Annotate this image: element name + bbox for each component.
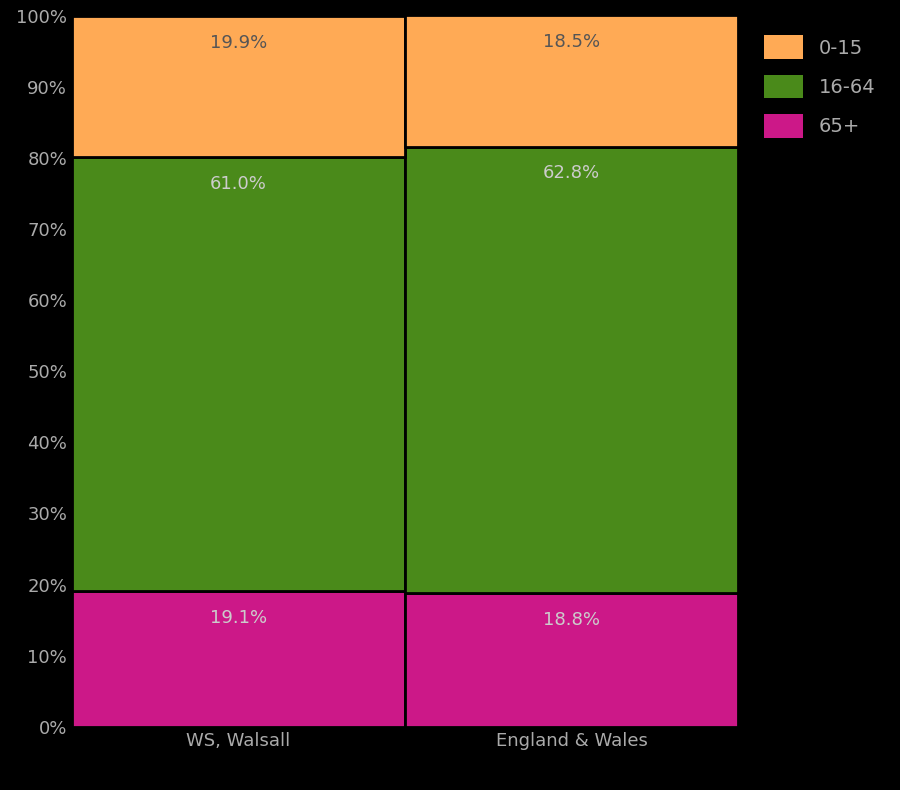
Bar [72,591,405,727]
Text: 19.9%: 19.9% [210,34,267,51]
Text: 18.5%: 18.5% [543,33,600,51]
Text: 18.8%: 18.8% [543,611,600,629]
Bar [72,157,405,591]
Bar [405,593,738,727]
Bar [72,16,405,157]
Legend: 0-15, 16-64, 65+: 0-15, 16-64, 65+ [754,25,885,147]
Text: 19.1%: 19.1% [210,609,267,626]
Text: 61.0%: 61.0% [210,175,267,193]
Text: 62.8%: 62.8% [543,164,600,182]
Bar [405,147,738,593]
Bar [405,15,738,147]
